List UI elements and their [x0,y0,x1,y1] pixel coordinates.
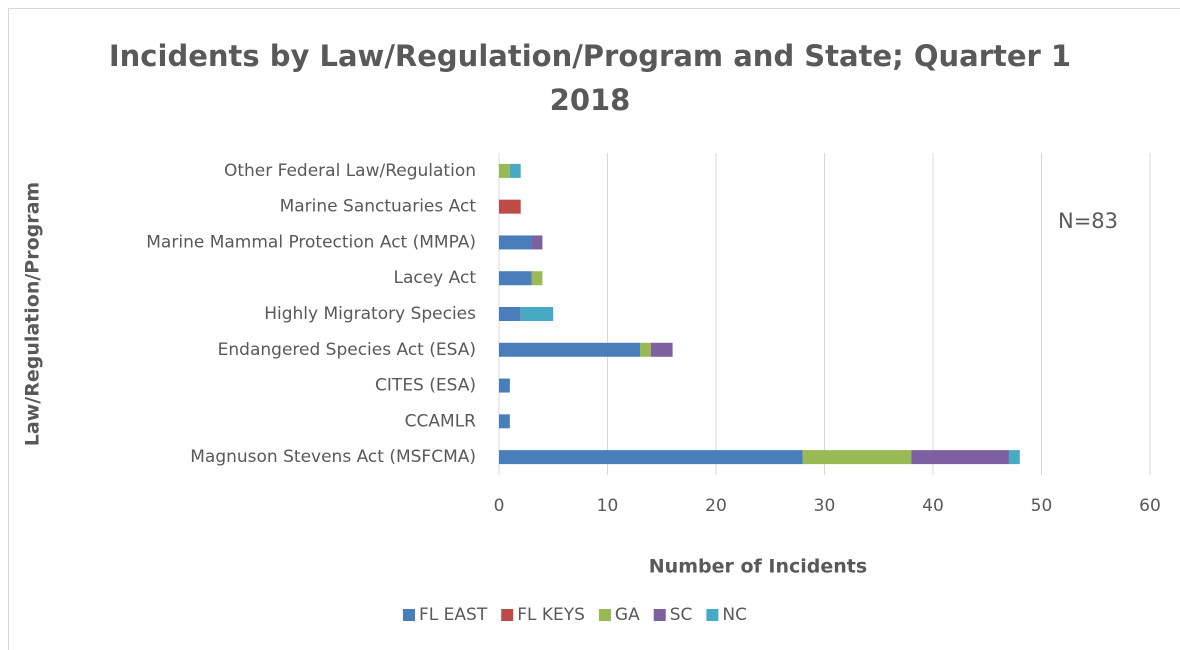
bar-segment [640,342,651,357]
y-tick-label: Other Federal Law/Regulation [224,161,476,181]
bar-segment [499,163,510,178]
x-tick-label: 60 [1139,496,1161,516]
legend-label: FL KEYS [517,605,585,625]
bar-segment [499,235,532,250]
bar-segment [499,199,521,214]
y-axis-label: Law/Regulation/Program [22,182,44,446]
y-tick-label: Endangered Species Act (ESA) [218,340,476,360]
x-tick-label: 10 [597,496,619,516]
bar-segment [531,271,543,286]
y-tick-label: Marine Sanctuaries Act [280,197,477,217]
legend-label: NC [722,605,747,625]
y-tick-label: Magnuson Stevens Act (MSFCMA) [190,447,476,467]
legend-swatch [653,609,666,621]
legend-swatch [706,609,719,621]
bar-segment [499,450,803,465]
legend-label: GA [615,605,640,625]
bar-segment [531,235,543,250]
bar-segment [520,307,554,321]
chart-title: Incidents by Law/Regulation/Program and … [108,39,1072,117]
bar-segment [499,378,510,393]
legend-label: SC [670,605,693,625]
bar-segment [802,450,912,465]
legend-swatch [501,609,514,621]
annotation: N=83 [1058,209,1118,233]
x-tick-label: 20 [705,496,727,516]
x-tick-label: 40 [922,496,944,516]
y-tick-label: CITES (ESA) [375,376,476,396]
y-tick-label: CCAMLR [405,411,477,431]
y-tick-label: Highly Migratory Species [264,304,476,324]
x-tick-label: 0 [494,496,505,516]
bar-segment [499,307,521,321]
bar-segment [911,450,1009,465]
bar-segment [499,271,532,286]
bar-segment [509,163,521,178]
y-tick-label: Marine Mammal Protection Act (MMPA) [146,232,476,252]
bar-segment [499,414,510,429]
bar-segment [650,342,673,357]
legend-swatch [598,609,611,621]
x-axis-label: Number of Incidents [649,556,867,578]
chart-frame [8,8,1180,650]
x-tick-label: 30 [814,496,836,516]
y-tick-label: Lacey Act [393,268,476,288]
x-tick-label: 50 [1031,496,1053,516]
bar-segment [1008,450,1020,465]
bar-segment [499,342,641,357]
legend-label: FL EAST [419,605,488,625]
legend-swatch [403,609,415,621]
